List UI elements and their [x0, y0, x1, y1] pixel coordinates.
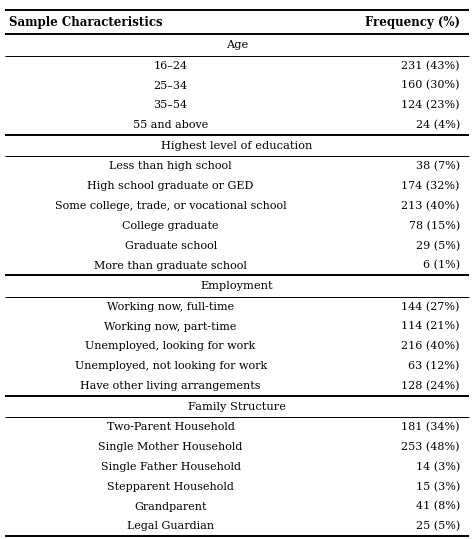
- Text: 6 (1%): 6 (1%): [423, 260, 460, 271]
- Text: College graduate: College graduate: [122, 221, 219, 231]
- Text: Working now, full-time: Working now, full-time: [107, 302, 234, 312]
- Text: Age: Age: [226, 40, 248, 50]
- Text: 231 (43%): 231 (43%): [401, 60, 460, 71]
- Text: More than graduate school: More than graduate school: [94, 260, 247, 271]
- Text: Highest level of education: Highest level of education: [161, 141, 313, 151]
- Text: Frequency (%): Frequency (%): [365, 16, 460, 29]
- Text: Working now, part-time: Working now, part-time: [104, 322, 237, 331]
- Text: 174 (32%): 174 (32%): [401, 181, 460, 191]
- Text: Two-Parent Household: Two-Parent Household: [107, 422, 235, 432]
- Text: 14 (3%): 14 (3%): [416, 462, 460, 472]
- Text: 55 and above: 55 and above: [133, 120, 208, 130]
- Text: Employment: Employment: [201, 281, 273, 291]
- Text: Single Mother Household: Single Mother Household: [99, 442, 243, 452]
- Text: 63 (12%): 63 (12%): [409, 361, 460, 371]
- Text: Unemployed, looking for work: Unemployed, looking for work: [85, 341, 256, 351]
- Text: 29 (5%): 29 (5%): [416, 240, 460, 251]
- Text: Some college, trade, or vocational school: Some college, trade, or vocational schoo…: [55, 201, 286, 211]
- Text: Graduate school: Graduate school: [125, 241, 217, 251]
- Text: Less than high school: Less than high school: [109, 161, 232, 171]
- Text: Unemployed, not looking for work: Unemployed, not looking for work: [74, 361, 267, 371]
- Text: Sample Characteristics: Sample Characteristics: [9, 16, 163, 29]
- Text: 144 (27%): 144 (27%): [401, 302, 460, 312]
- Text: Stepparent Household: Stepparent Household: [107, 482, 234, 492]
- Text: 253 (48%): 253 (48%): [401, 442, 460, 452]
- Text: 35–54: 35–54: [154, 100, 188, 110]
- Text: Family Structure: Family Structure: [188, 402, 286, 412]
- Text: 24 (4%): 24 (4%): [416, 120, 460, 130]
- Text: 78 (15%): 78 (15%): [409, 220, 460, 231]
- Text: 128 (24%): 128 (24%): [401, 381, 460, 391]
- Text: 41 (8%): 41 (8%): [416, 501, 460, 512]
- Text: 16–24: 16–24: [154, 61, 188, 71]
- Text: 38 (7%): 38 (7%): [416, 161, 460, 171]
- Text: 181 (34%): 181 (34%): [401, 422, 460, 432]
- Text: 124 (23%): 124 (23%): [401, 100, 460, 110]
- Text: Legal Guardian: Legal Guardian: [127, 521, 214, 531]
- Text: Single Father Household: Single Father Household: [100, 462, 241, 472]
- Text: Grandparent: Grandparent: [135, 502, 207, 512]
- Text: 213 (40%): 213 (40%): [401, 201, 460, 211]
- Text: High school graduate or GED: High school graduate or GED: [87, 181, 254, 191]
- Text: Have other living arrangements: Have other living arrangements: [81, 381, 261, 391]
- Text: 114 (21%): 114 (21%): [401, 321, 460, 331]
- Text: 15 (3%): 15 (3%): [416, 481, 460, 492]
- Text: 25–34: 25–34: [154, 80, 188, 91]
- Text: 160 (30%): 160 (30%): [401, 80, 460, 91]
- Text: 25 (5%): 25 (5%): [416, 521, 460, 531]
- Text: 216 (40%): 216 (40%): [401, 341, 460, 351]
